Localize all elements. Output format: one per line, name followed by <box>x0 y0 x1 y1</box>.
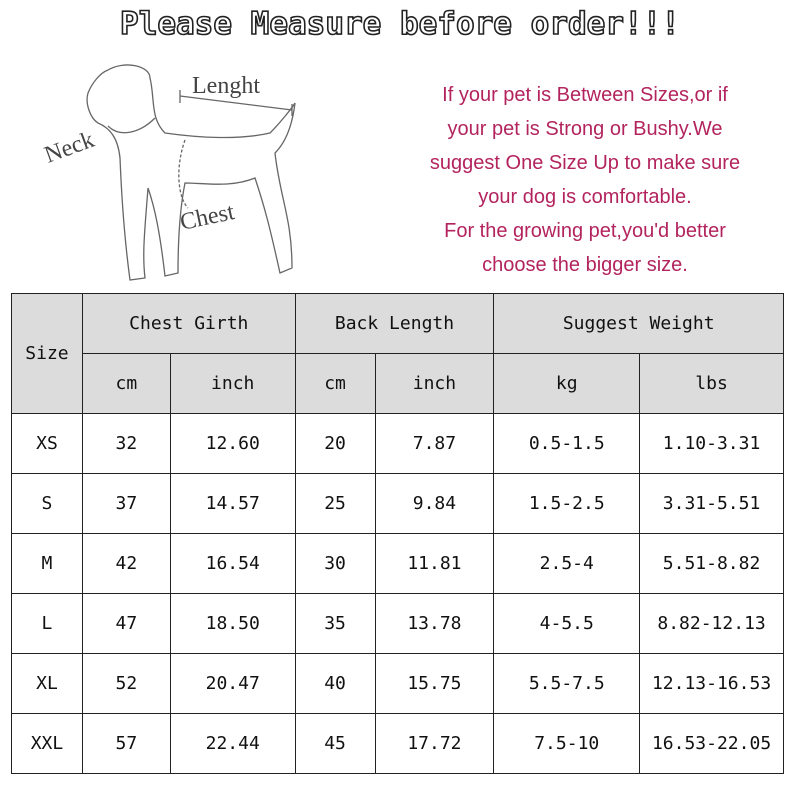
value-cell: 4-5.5 <box>493 593 641 654</box>
value-cell: 0.5-1.5 <box>493 413 641 474</box>
table-row: S 37 14.57 25 9.84 1.5-2.5 3.31-5.51 <box>11 473 784 534</box>
length-line <box>179 90 293 116</box>
value-cell: 32 <box>81 413 171 474</box>
value-cell: 20 <box>294 413 376 474</box>
value-cell: 25 <box>294 473 376 534</box>
value-cell: 3.31-5.51 <box>639 473 784 534</box>
value-cell: 16.54 <box>169 533 296 594</box>
value-cell: 7.5-10 <box>493 713 641 774</box>
chest-girth-header: Chest Girth <box>81 293 296 354</box>
value-cell: 22.44 <box>169 713 296 774</box>
neck-label: Neck <box>41 127 97 169</box>
value-cell: 1.10-3.31 <box>639 413 784 474</box>
value-cell: 5.51-8.82 <box>639 533 784 594</box>
size-cell: M <box>11 533 83 594</box>
value-cell: 15.75 <box>374 653 495 714</box>
value-cell: 9.84 <box>374 473 495 534</box>
value-cell: 37 <box>81 473 171 534</box>
advice-line: your dog is comfortable. <box>478 186 692 208</box>
value-cell: 57 <box>81 713 171 774</box>
advice-line: suggest One Size Up to make sure <box>429 152 741 174</box>
value-cell: 8.82-12.13 <box>639 593 784 654</box>
value-cell: 13.78 <box>374 593 495 654</box>
size-header: Size <box>11 293 83 414</box>
value-cell: 18.50 <box>169 593 296 654</box>
value-cell: 42 <box>81 533 171 594</box>
unit-header: inch <box>169 353 296 414</box>
table-row: XXL 57 22.44 45 17.72 7.5-10 16.53-22.05 <box>11 713 784 774</box>
value-cell: 35 <box>294 593 376 654</box>
advice-line: choose the bigger size. <box>482 254 688 276</box>
value-cell: 5.5-7.5 <box>493 653 641 714</box>
value-cell: 20.47 <box>169 653 296 714</box>
table-row: M 42 16.54 30 11.81 2.5-4 5.51-8.82 <box>11 533 784 594</box>
neck-loop <box>107 117 156 134</box>
back-length-header: Back Length <box>294 293 495 354</box>
unit-header: cm <box>81 353 171 414</box>
value-cell: 14.57 <box>169 473 296 534</box>
suggest-weight-header: Suggest Weight <box>493 293 784 354</box>
chest-loop <box>178 139 189 209</box>
chest-label: Chest <box>178 199 237 236</box>
value-cell: 2.5-4 <box>493 533 641 594</box>
dog-measurement-diagram: Lenght Neck Chest <box>41 64 296 281</box>
unit-header: lbs <box>639 353 784 414</box>
value-cell: 45 <box>294 713 376 774</box>
value-cell: 7.87 <box>374 413 495 474</box>
value-cell: 47 <box>81 593 171 654</box>
unit-header: kg <box>493 353 641 414</box>
unit-header: cm <box>294 353 376 414</box>
size-cell: L <box>11 593 83 654</box>
value-cell: 12.13-16.53 <box>639 653 784 714</box>
page-title: Please Measure before order!!! <box>119 5 681 43</box>
advice-line: For the growing pet,you'd better <box>444 220 726 242</box>
value-cell: 30 <box>294 533 376 594</box>
value-cell: 11.81 <box>374 533 495 594</box>
length-label: Lenght <box>192 73 260 99</box>
value-cell: 1.5-2.5 <box>493 473 641 534</box>
size-cell: XXL <box>11 713 83 774</box>
advice-line: your pet is Strong or Bushy.We <box>447 118 723 140</box>
size-cell: XL <box>11 653 83 714</box>
table-row: XS 32 12.60 20 7.87 0.5-1.5 1.10-3.31 <box>11 413 784 474</box>
value-cell: 12.60 <box>169 413 296 474</box>
table-row: L 47 18.50 35 13.78 4-5.5 8.82-12.13 <box>11 593 784 654</box>
value-cell: 52 <box>81 653 171 714</box>
size-cell: XS <box>11 413 83 474</box>
table-row: XL 52 20.47 40 15.75 5.5-7.5 12.13-16.53 <box>11 653 784 714</box>
value-cell: 40 <box>294 653 376 714</box>
unit-header: inch <box>374 353 495 414</box>
value-cell: 17.72 <box>374 713 495 774</box>
size-table: Size Chest Girth Back Length Suggest Wei… <box>11 293 784 774</box>
advice-line: If your pet is Between Sizes,or if <box>442 84 728 106</box>
size-cell: S <box>11 473 83 534</box>
dog-outline-icon <box>86 64 296 281</box>
sizing-advice: If your pet is Between Sizes,or if your … <box>400 78 770 282</box>
value-cell: 16.53-22.05 <box>639 713 784 774</box>
